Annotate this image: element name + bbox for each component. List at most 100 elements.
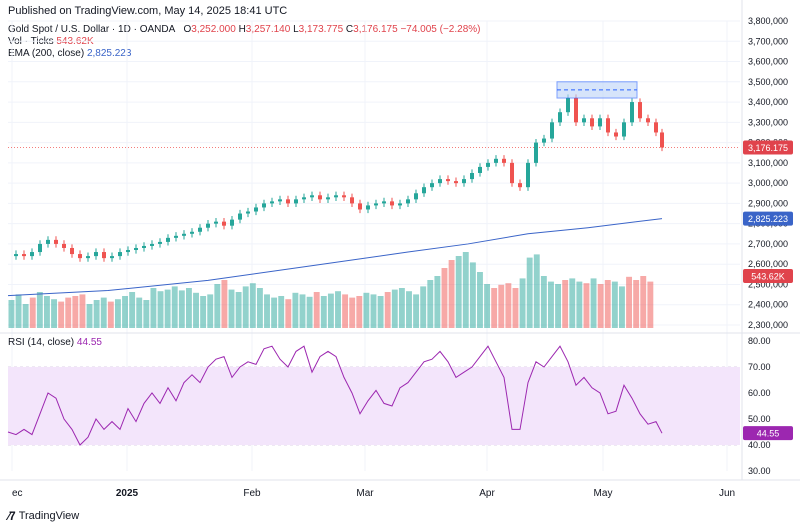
candle-body (310, 195, 314, 198)
candle-body (302, 197, 306, 200)
volume-bar (86, 304, 93, 328)
candle-body (230, 219, 234, 226)
candle-body (94, 252, 98, 257)
volume-bar (647, 281, 654, 328)
axis-tags: 3,176.175 2,825.223 543.62K 44.55 (743, 140, 793, 441)
price-tick-label: 2,600,000 (748, 259, 788, 269)
candle-body (406, 199, 410, 204)
candle-body (398, 203, 402, 206)
volume-bar (640, 276, 647, 328)
candle-body (660, 132, 664, 148)
volume-bar (441, 268, 448, 328)
time-tick-label: Mar (356, 488, 374, 499)
high-label: H (238, 24, 246, 35)
rsi-tick-label: 30.00 (748, 466, 771, 476)
candle-body (470, 173, 474, 180)
rsi-tag-bg (743, 426, 793, 441)
time-tick-label: Apr (479, 488, 495, 499)
candle-body (430, 183, 434, 188)
candle-body (254, 207, 258, 212)
volume-bar (540, 276, 547, 328)
candle-body (246, 211, 250, 214)
rsi-tick-label: 70.00 (748, 362, 771, 372)
volume-bar (576, 281, 583, 328)
volume-bar (22, 304, 29, 328)
candle-body (294, 199, 298, 204)
candle-body (598, 118, 602, 127)
price-tick-label: 3,500,000 (748, 77, 788, 87)
volume-bar (285, 299, 292, 328)
volume-bar (264, 294, 270, 328)
time-tick-label: 2025 (116, 488, 139, 499)
price-tag: 3,176.175 (748, 143, 788, 153)
open-label: O (183, 24, 192, 35)
candle-body (414, 193, 418, 200)
volume-bar (590, 278, 597, 328)
change-value: −74.005 (−2.28%) (400, 24, 481, 35)
volume-bar (29, 297, 36, 328)
candle-body (622, 122, 626, 137)
volume-bar (107, 301, 114, 328)
candle-body (638, 102, 642, 119)
candle-body (182, 233, 186, 236)
rsi-band (8, 367, 740, 445)
volume-bar (178, 290, 185, 328)
candle-body (126, 250, 130, 253)
volume-bar (65, 297, 72, 328)
candle-body (606, 118, 610, 133)
time-tick-label: Feb (243, 488, 261, 499)
symbol-title: Gold Spot / U.S. Dollar · 1D · OANDA (8, 24, 175, 35)
candle-body (222, 221, 226, 226)
candle-body (374, 203, 378, 206)
ema-legend: EMA (200, close) 2,825.223 (8, 48, 131, 59)
volume-bar (299, 294, 306, 328)
volume-bar (512, 288, 519, 328)
candle-body (566, 98, 570, 113)
ema-line (7, 218, 663, 297)
volume-bar (562, 280, 569, 328)
volume-bar (498, 284, 505, 328)
volume-bar (377, 296, 384, 328)
rsi-axis: 80.00 70.00 60.00 50.00 40.00 30.00 (748, 336, 771, 476)
candle-body (494, 158, 498, 163)
candle-body (366, 205, 370, 210)
volume-bar (569, 278, 576, 328)
price-axis: 3,800,000 3,700,000 3,600,000 3,500,000 3,40… (748, 16, 788, 330)
volume-bar (626, 276, 633, 328)
ema-tag-bg (743, 211, 793, 226)
candle-body (654, 122, 658, 133)
volume-bar (555, 284, 562, 328)
price-tag-bg (743, 140, 793, 155)
candle-body (486, 162, 490, 167)
candle-body (38, 243, 42, 253)
price-tick-label: 3,400,000 (748, 97, 788, 107)
rsi-legend: RSI (14, close) 44.55 (8, 337, 102, 348)
candle-body (558, 112, 562, 123)
volume-bar (143, 300, 150, 328)
candle-body (454, 181, 458, 184)
volume-bar (72, 296, 79, 328)
candle-body (174, 235, 178, 238)
price-tick-label: 3,000,000 (748, 178, 788, 188)
price-tick-label: 2,300,000 (748, 320, 788, 330)
volume-bar (505, 283, 512, 328)
volume-bar (533, 254, 540, 328)
volume-bar (193, 292, 199, 328)
volume-bar (58, 301, 65, 328)
candle-body (510, 162, 514, 184)
candle-body (462, 179, 466, 184)
symbol-legend: Gold Spot / U.S. Dollar · 1D · OANDA O3,… (8, 24, 481, 35)
volume-bar (448, 260, 455, 328)
volume-bar (256, 288, 263, 328)
candle-body (62, 243, 66, 248)
candle-body (206, 223, 210, 228)
candle-body (382, 201, 386, 204)
resistance-box (556, 81, 638, 99)
volume-bar (427, 280, 434, 328)
candle-body (326, 197, 330, 200)
price-tick-label: 3,700,000 (748, 36, 788, 46)
volume-bar (597, 284, 604, 328)
rsi-label: RSI (14, close) (8, 337, 75, 348)
candle-body (110, 256, 114, 259)
